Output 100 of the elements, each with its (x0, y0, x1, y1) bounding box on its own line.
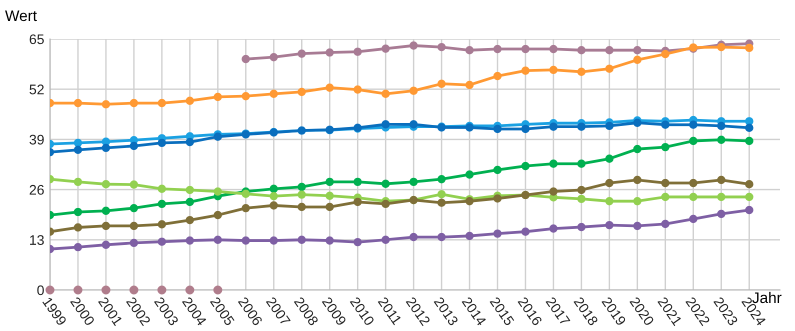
point (298, 182, 306, 192)
point (605, 46, 614, 54)
point (214, 210, 222, 220)
point (493, 124, 502, 134)
point (633, 222, 642, 230)
point (605, 122, 614, 130)
point (745, 192, 754, 202)
point (605, 220, 614, 230)
point (158, 200, 166, 208)
point (102, 206, 110, 216)
point (689, 136, 698, 146)
point (661, 50, 670, 58)
y-tick-label: 52 (30, 84, 44, 94)
point (101, 286, 110, 294)
point (717, 136, 726, 144)
point (130, 238, 138, 248)
point (493, 194, 502, 203)
point (270, 236, 278, 245)
point (717, 122, 726, 130)
point (493, 229, 502, 238)
point (214, 92, 222, 102)
point (73, 286, 82, 294)
y-tick-label: 26 (30, 184, 44, 195)
point (185, 286, 194, 294)
point (661, 220, 670, 228)
point (242, 236, 250, 245)
point (605, 154, 614, 163)
point (353, 198, 362, 206)
point (437, 42, 446, 52)
point (214, 236, 222, 244)
point (521, 228, 530, 236)
point (689, 192, 698, 202)
point (186, 96, 194, 105)
point (130, 180, 138, 189)
point (353, 48, 362, 56)
point (74, 178, 82, 186)
point (549, 66, 558, 74)
point (353, 85, 362, 94)
point (381, 90, 390, 98)
point (577, 186, 586, 194)
point (633, 197, 642, 206)
point (186, 198, 194, 206)
point (577, 194, 586, 204)
point (74, 98, 82, 108)
point (549, 122, 558, 131)
point (409, 232, 418, 242)
point (298, 88, 306, 96)
point (298, 236, 306, 244)
point (242, 190, 250, 198)
point (409, 120, 418, 129)
point (549, 224, 558, 233)
point (577, 222, 586, 232)
point (717, 176, 726, 184)
point (381, 180, 390, 188)
point (633, 176, 642, 184)
point (465, 46, 474, 54)
point (633, 56, 642, 64)
point (745, 206, 754, 214)
point (74, 146, 82, 154)
point (745, 44, 754, 52)
point (549, 160, 558, 168)
point (158, 138, 166, 148)
point (102, 222, 110, 230)
point (158, 184, 166, 193)
point (186, 138, 194, 146)
point (326, 202, 334, 212)
point (381, 44, 390, 53)
point (270, 184, 278, 193)
point (689, 120, 698, 129)
point (409, 178, 418, 186)
point (242, 54, 250, 64)
point (549, 187, 558, 196)
point (214, 132, 222, 141)
point (130, 204, 138, 212)
point (186, 216, 194, 224)
point (130, 98, 138, 108)
point (158, 98, 166, 108)
point (577, 68, 586, 76)
point (242, 204, 250, 212)
point (102, 240, 110, 249)
point (633, 46, 642, 54)
point (74, 208, 82, 216)
point (186, 186, 194, 194)
point (689, 214, 698, 224)
point (74, 223, 82, 232)
point (661, 120, 670, 129)
point (605, 64, 614, 73)
point (465, 170, 474, 179)
point (213, 286, 222, 294)
point (689, 178, 698, 188)
point (465, 80, 474, 90)
point (745, 124, 754, 132)
point (521, 124, 530, 134)
point (661, 142, 670, 152)
y-axis-title: Wert (5, 10, 37, 22)
point (270, 192, 278, 200)
point (270, 52, 278, 62)
y-tick-label: 65 (30, 34, 44, 44)
point (745, 136, 754, 146)
point (717, 210, 726, 218)
